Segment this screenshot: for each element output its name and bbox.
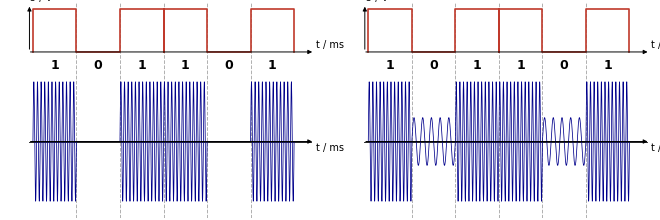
- Text: t / ms: t / ms: [651, 40, 660, 50]
- Text: t / ms: t / ms: [316, 40, 344, 50]
- Text: 1: 1: [516, 59, 525, 72]
- Text: t / ms: t / ms: [651, 143, 660, 153]
- Text: 1: 1: [50, 59, 59, 72]
- Text: 0: 0: [94, 59, 102, 72]
- Text: t / ms: t / ms: [316, 143, 344, 153]
- Text: 1: 1: [268, 59, 277, 72]
- Text: 1: 1: [385, 59, 395, 72]
- Text: 1: 1: [137, 59, 146, 72]
- Text: 1: 1: [603, 59, 612, 72]
- Text: U / V: U / V: [365, 0, 388, 3]
- Text: 0: 0: [429, 59, 438, 72]
- Text: U / V: U / V: [30, 0, 53, 3]
- Text: 1: 1: [181, 59, 189, 72]
- Text: 1: 1: [473, 59, 482, 72]
- Text: 0: 0: [224, 59, 233, 72]
- Text: 0: 0: [560, 59, 568, 72]
